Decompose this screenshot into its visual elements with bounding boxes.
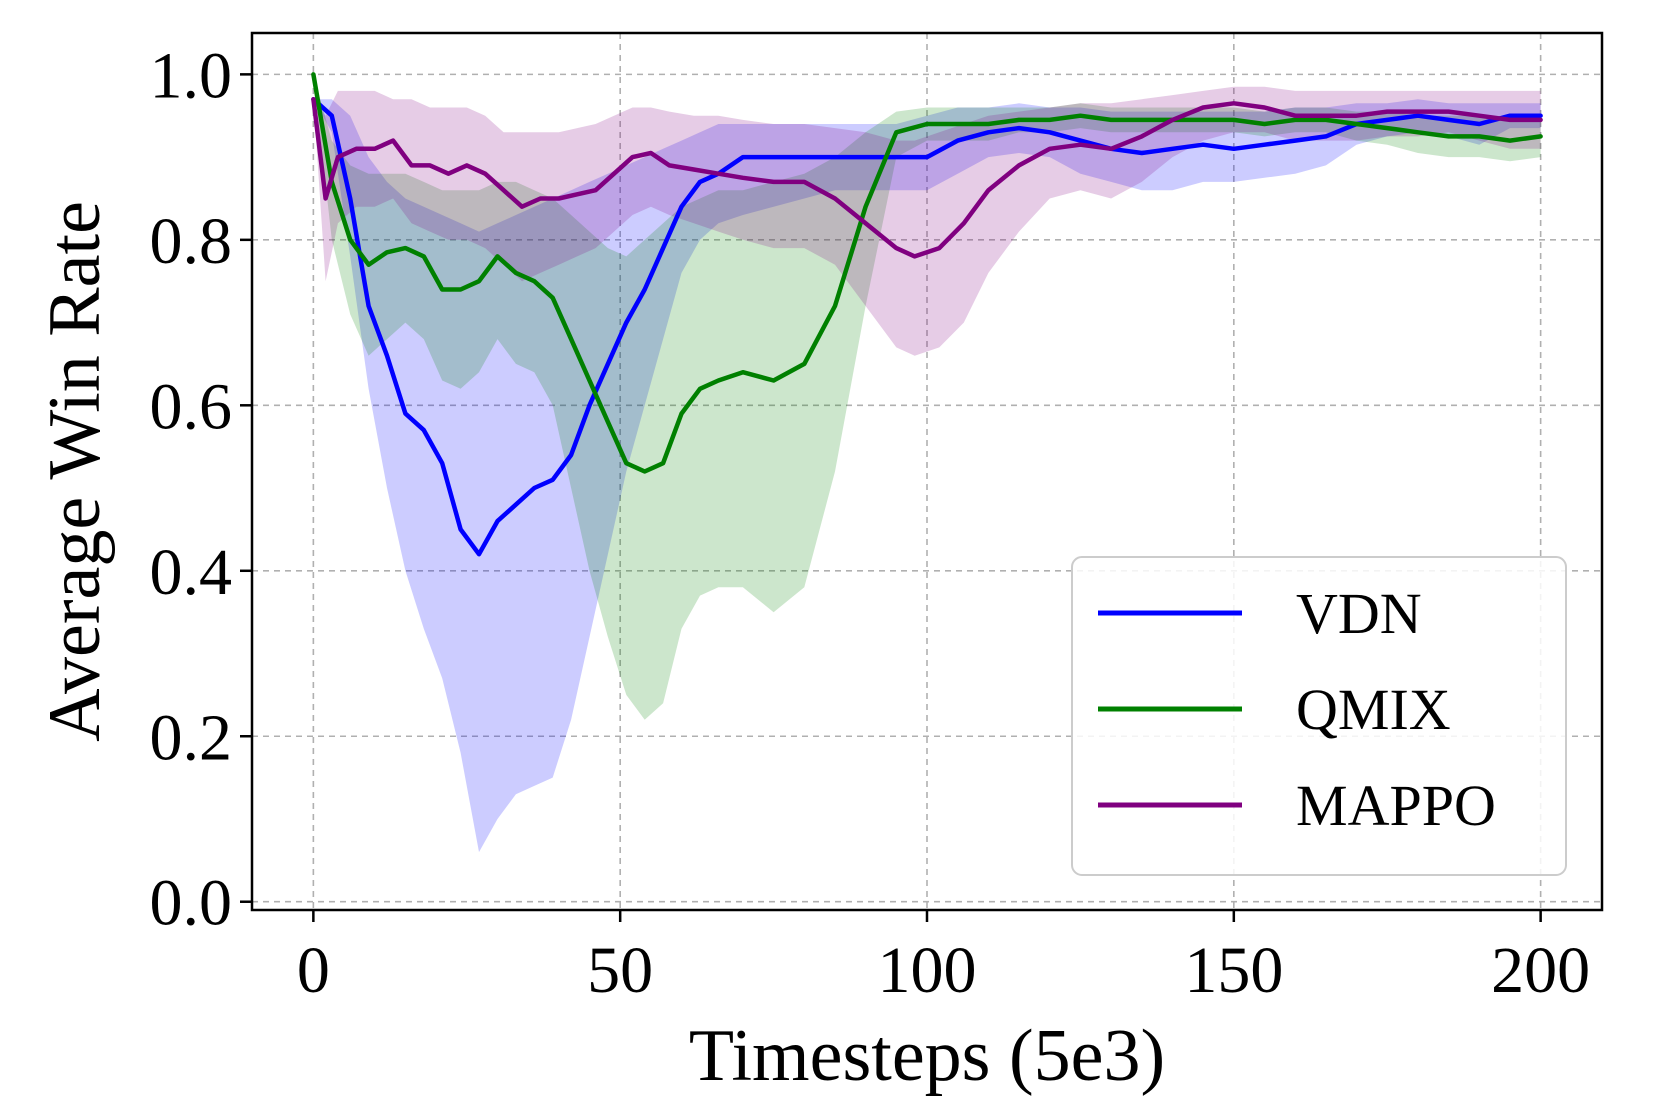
axis-ticks: 0 50 100 150 200 0.0 0.2 0.4 0.6 0.8 1.0 (150, 39, 1591, 1007)
series-lines (311, 72, 1543, 557)
x-tick-label: 100 (878, 934, 977, 1007)
qmix-line (311, 72, 1543, 474)
legend-box (1071, 556, 1567, 876)
y-tick-label: 1.0 (150, 39, 233, 112)
y-axis-title: Average Win Rate (34, 201, 116, 742)
y-tick-label: 0.0 (150, 867, 233, 940)
x-tick-label: 50 (587, 934, 653, 1007)
qmix-legend-label: QMIX (1296, 677, 1451, 742)
x-tick-label: 150 (1184, 934, 1283, 1007)
x-axis-title: Timesteps (5e3) (689, 1015, 1165, 1097)
y-tick-label: 0.8 (150, 205, 233, 278)
confidence-bands (313, 74, 1541, 853)
x-tick-label: 0 (297, 934, 330, 1007)
y-tick-label: 0.6 (150, 370, 233, 443)
x-tick-label: 200 (1491, 934, 1590, 1007)
y-tick-label: 0.2 (150, 701, 233, 774)
qmix-confidence-band (313, 74, 1541, 720)
mappo-line (311, 96, 1543, 259)
vdn-legend-label: VDN (1296, 581, 1422, 646)
mappo-legend-label: MAPPO (1296, 773, 1496, 838)
legend: VDN QMIX MAPPO (1071, 556, 1567, 876)
mappo-confidence-band (313, 86, 1541, 356)
y-tick-label: 0.4 (150, 536, 233, 609)
vdn-line (311, 96, 1543, 557)
vdn-confidence-band (313, 99, 1541, 853)
